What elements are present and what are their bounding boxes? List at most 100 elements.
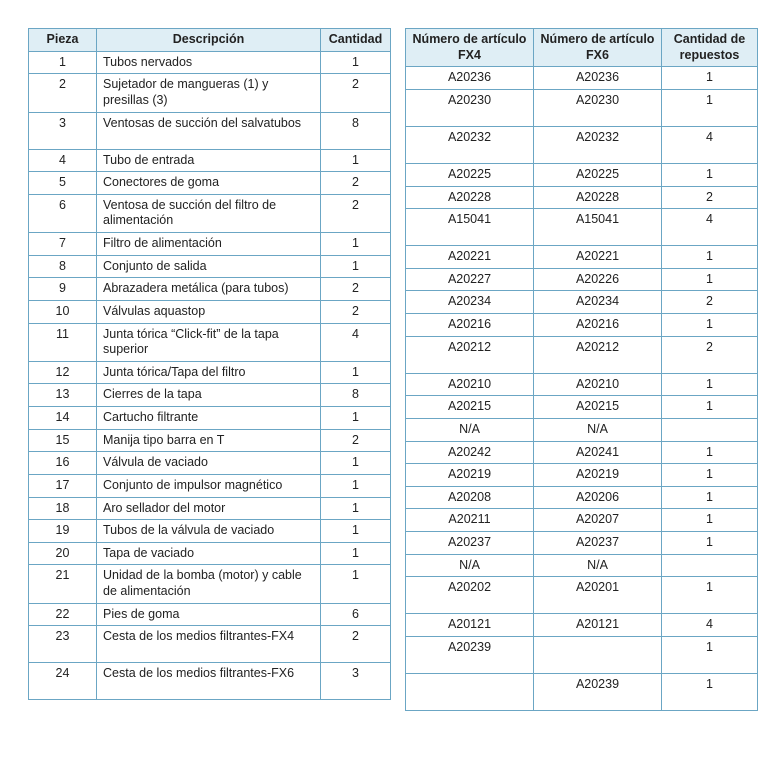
cell-fx6: A20221 — [534, 246, 662, 269]
cell-rep: 2 — [662, 186, 758, 209]
cell-pieza: 21 — [29, 565, 97, 603]
cell-desc: Conjunto de salida — [97, 255, 321, 278]
table-row: 17Conjunto de impulsor magnético1 — [29, 474, 391, 497]
table-row: 22Pies de goma6 — [29, 603, 391, 626]
cell-cant: 8 — [321, 112, 391, 149]
cell-rep — [662, 554, 758, 577]
left-th-desc: Descripción — [97, 29, 321, 52]
table-row: A20219A202191 — [406, 464, 758, 487]
left-table-head: Pieza Descripción Cantidad — [29, 29, 391, 52]
table-row: 5Conectores de goma2 — [29, 172, 391, 195]
table-row: A20234A202342 — [406, 291, 758, 314]
cell-desc: Ventosa de succión del filtro de aliment… — [97, 194, 321, 232]
table-row: 23Cesta de los medios filtrantes-FX42 — [29, 626, 391, 663]
cell-cant: 8 — [321, 384, 391, 407]
cell-fx6: A20230 — [534, 89, 662, 126]
cell-fx6: A15041 — [534, 209, 662, 246]
cell-fx4: A20227 — [406, 268, 534, 291]
left-th-cant: Cantidad — [321, 29, 391, 52]
cell-pieza: 8 — [29, 255, 97, 278]
cell-pieza: 19 — [29, 520, 97, 543]
cell-fx4: A20237 — [406, 532, 534, 555]
cell-desc: Tubo de entrada — [97, 149, 321, 172]
cell-fx4: A20202 — [406, 577, 534, 614]
cell-cant: 1 — [321, 497, 391, 520]
cell-rep: 1 — [662, 464, 758, 487]
cell-fx6: A20219 — [534, 464, 662, 487]
cell-fx4: N/A — [406, 418, 534, 441]
cell-fx4: A20232 — [406, 126, 534, 163]
cell-fx6: A20228 — [534, 186, 662, 209]
table-row: A20237A202371 — [406, 532, 758, 555]
cell-fx6: A20212 — [534, 336, 662, 373]
cell-pieza: 4 — [29, 149, 97, 172]
table-row: A20221A202211 — [406, 246, 758, 269]
cell-desc: Junta tórica/Tapa del filtro — [97, 361, 321, 384]
cell-pieza: 23 — [29, 626, 97, 663]
table-row: 19Tubos de la válvula de vaciado1 — [29, 520, 391, 543]
cell-rep: 1 — [662, 89, 758, 126]
cell-rep: 1 — [662, 314, 758, 337]
cell-fx4: A15041 — [406, 209, 534, 246]
cell-fx6 — [534, 636, 662, 673]
cell-fx4: A20234 — [406, 291, 534, 314]
cell-fx4: A20211 — [406, 509, 534, 532]
table-row: A202391 — [406, 673, 758, 710]
cell-rep — [662, 418, 758, 441]
table-row: 11Junta tórica “Click-fit” de la tapa su… — [29, 323, 391, 361]
table-row: 8Conjunto de salida1 — [29, 255, 391, 278]
cell-fx6: A20216 — [534, 314, 662, 337]
cell-desc: Tubos de la válvula de vaciado — [97, 520, 321, 543]
cell-desc: Aro sellador del motor — [97, 497, 321, 520]
cell-rep: 1 — [662, 163, 758, 186]
table-row: A20227A202261 — [406, 268, 758, 291]
table-row: A20212A202122 — [406, 336, 758, 373]
cell-cant: 1 — [321, 51, 391, 74]
table-row: 1Tubos nervados1 — [29, 51, 391, 74]
table-row: 20Tapa de vaciado1 — [29, 542, 391, 565]
cell-fx6: A20210 — [534, 373, 662, 396]
table-row: 13Cierres de la tapa8 — [29, 384, 391, 407]
cell-cant: 1 — [321, 361, 391, 384]
cell-cant: 2 — [321, 626, 391, 663]
cell-cant: 2 — [321, 278, 391, 301]
cell-desc: Cartucho filtrante — [97, 407, 321, 430]
cell-pieza: 22 — [29, 603, 97, 626]
cell-fx6: A20121 — [534, 614, 662, 637]
cell-desc: Cierres de la tapa — [97, 384, 321, 407]
cell-desc: Tubos nervados — [97, 51, 321, 74]
cell-pieza: 14 — [29, 407, 97, 430]
cell-desc: Pies de goma — [97, 603, 321, 626]
table-row: A20202A202011 — [406, 577, 758, 614]
cell-fx6: A20206 — [534, 486, 662, 509]
table-row: 15Manija tipo barra en T2 — [29, 429, 391, 452]
cell-fx4: A20121 — [406, 614, 534, 637]
cell-cant: 1 — [321, 233, 391, 256]
cell-cant: 3 — [321, 663, 391, 700]
table-row: A20242A202411 — [406, 441, 758, 464]
table-row: A20216A202161 — [406, 314, 758, 337]
cell-fx4: A20216 — [406, 314, 534, 337]
right-th-fx6: Número de artículo FX6 — [534, 29, 662, 67]
table-row: A20236A202361 — [406, 67, 758, 90]
cell-pieza: 16 — [29, 452, 97, 475]
table-row: 2Sujetador de mangueras (1) y presillas … — [29, 74, 391, 112]
table-row: 12Junta tórica/Tapa del filtro1 — [29, 361, 391, 384]
cell-rep: 1 — [662, 67, 758, 90]
cell-fx6: N/A — [534, 418, 662, 441]
cell-pieza: 13 — [29, 384, 97, 407]
cell-cant: 1 — [321, 542, 391, 565]
cell-rep: 2 — [662, 336, 758, 373]
cell-fx4: A20210 — [406, 373, 534, 396]
table-row: 4Tubo de entrada1 — [29, 149, 391, 172]
table-row: 14Cartucho filtrante1 — [29, 407, 391, 430]
table-row: A202391 — [406, 636, 758, 673]
cell-rep: 1 — [662, 532, 758, 555]
cell-rep: 4 — [662, 614, 758, 637]
cell-fx4: A20221 — [406, 246, 534, 269]
cell-desc: Junta tórica “Click-fit” de la tapa supe… — [97, 323, 321, 361]
right-table: Número de artículo FX4 Número de artícul… — [405, 28, 758, 711]
cell-pieza: 15 — [29, 429, 97, 452]
cell-rep: 1 — [662, 486, 758, 509]
cell-cant: 6 — [321, 603, 391, 626]
